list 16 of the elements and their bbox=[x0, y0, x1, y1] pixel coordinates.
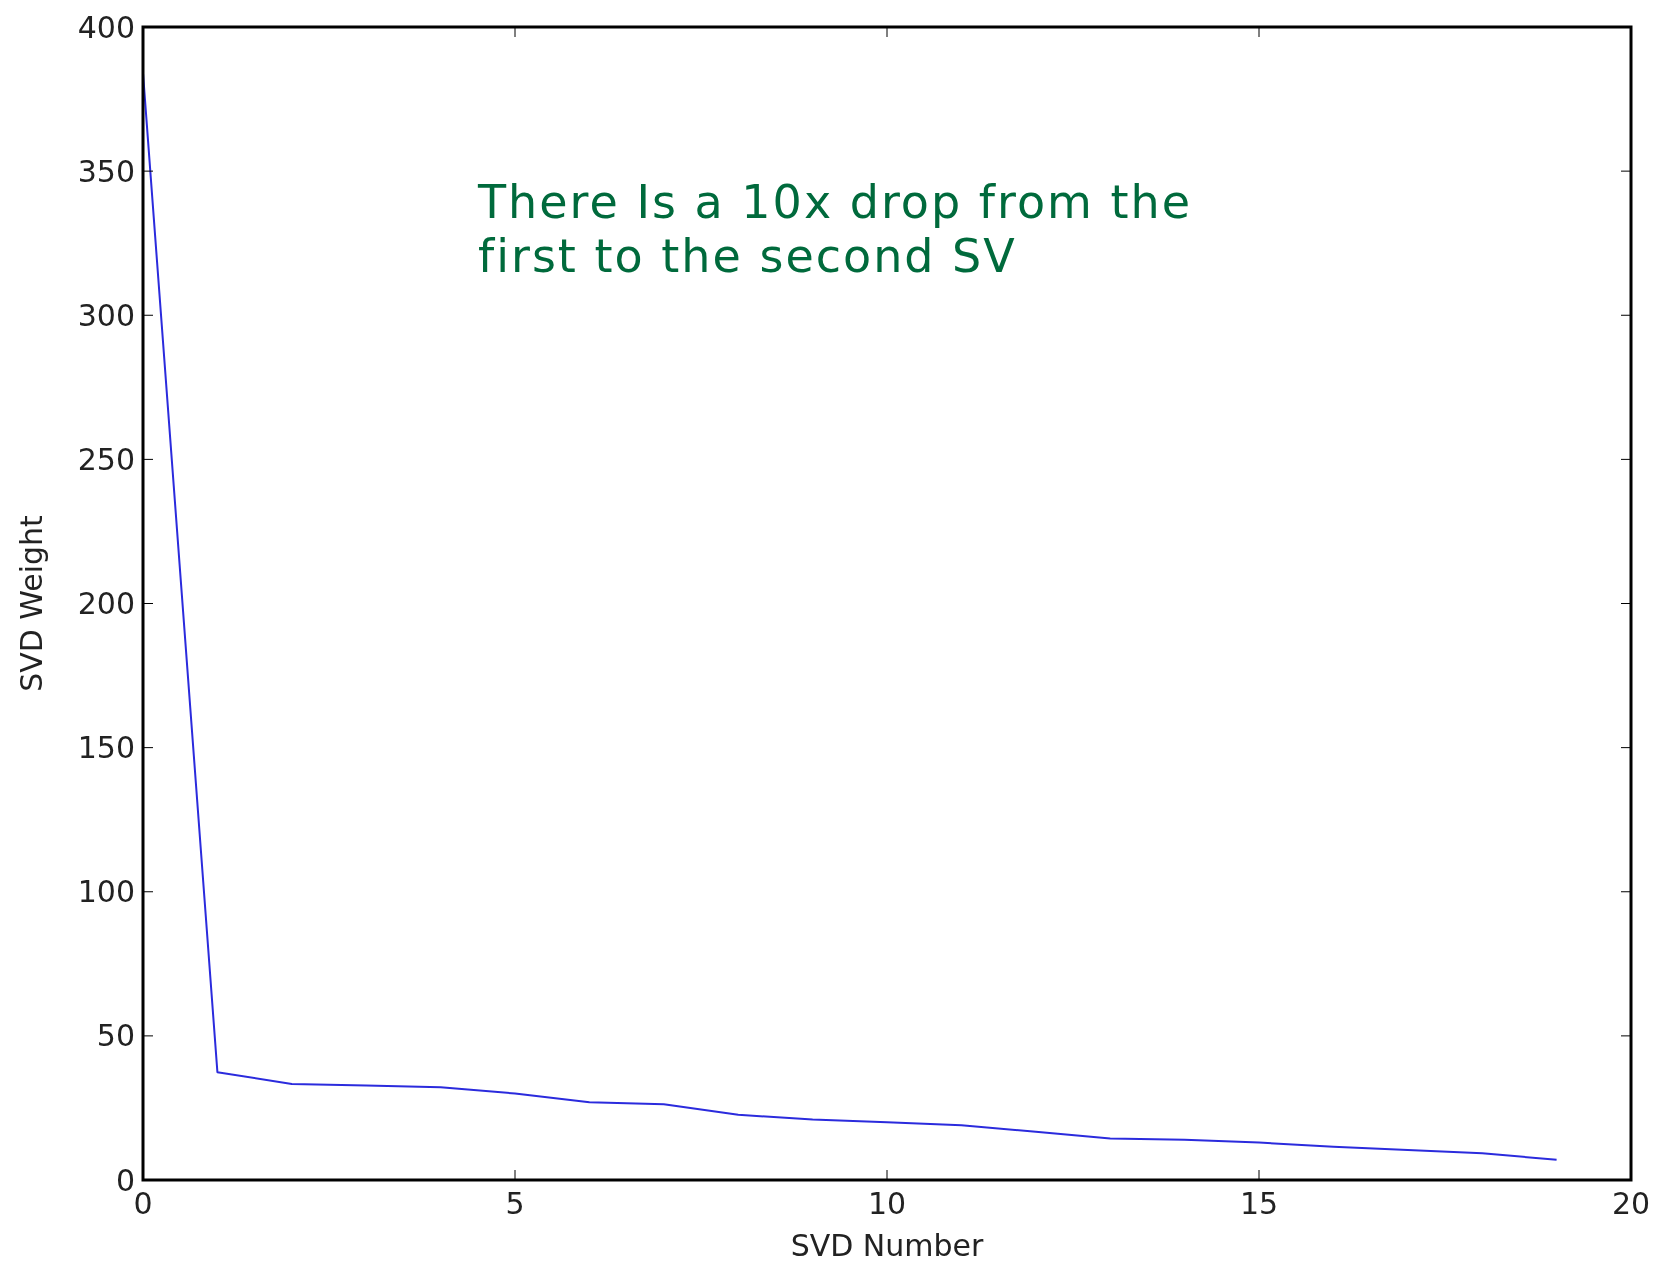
y-tick-label: 0 bbox=[115, 1162, 135, 1198]
x-axis-title: SVD Number bbox=[790, 1228, 985, 1263]
y-tick-label: 250 bbox=[77, 441, 135, 477]
y-tick-label: 400 bbox=[77, 9, 135, 45]
x-tick-label: 5 bbox=[505, 1186, 525, 1221]
annotation: There Is a 10x drop from the first to the second SV bbox=[477, 175, 1192, 283]
y-tick-label: 100 bbox=[77, 874, 135, 910]
y-tick-label: 350 bbox=[77, 153, 135, 189]
x-tick-label: 15 bbox=[1239, 1186, 1279, 1221]
y-axis-title: SVD Weight bbox=[14, 514, 49, 692]
y-tick-label: 50 bbox=[96, 1018, 135, 1054]
y-tick-label: 300 bbox=[77, 297, 135, 333]
x-tick-label: 10 bbox=[867, 1186, 907, 1221]
y-tick-label: 200 bbox=[77, 586, 135, 621]
y-tick-label: 150 bbox=[77, 730, 135, 766]
x-tick-label: 20 bbox=[1611, 1186, 1651, 1221]
